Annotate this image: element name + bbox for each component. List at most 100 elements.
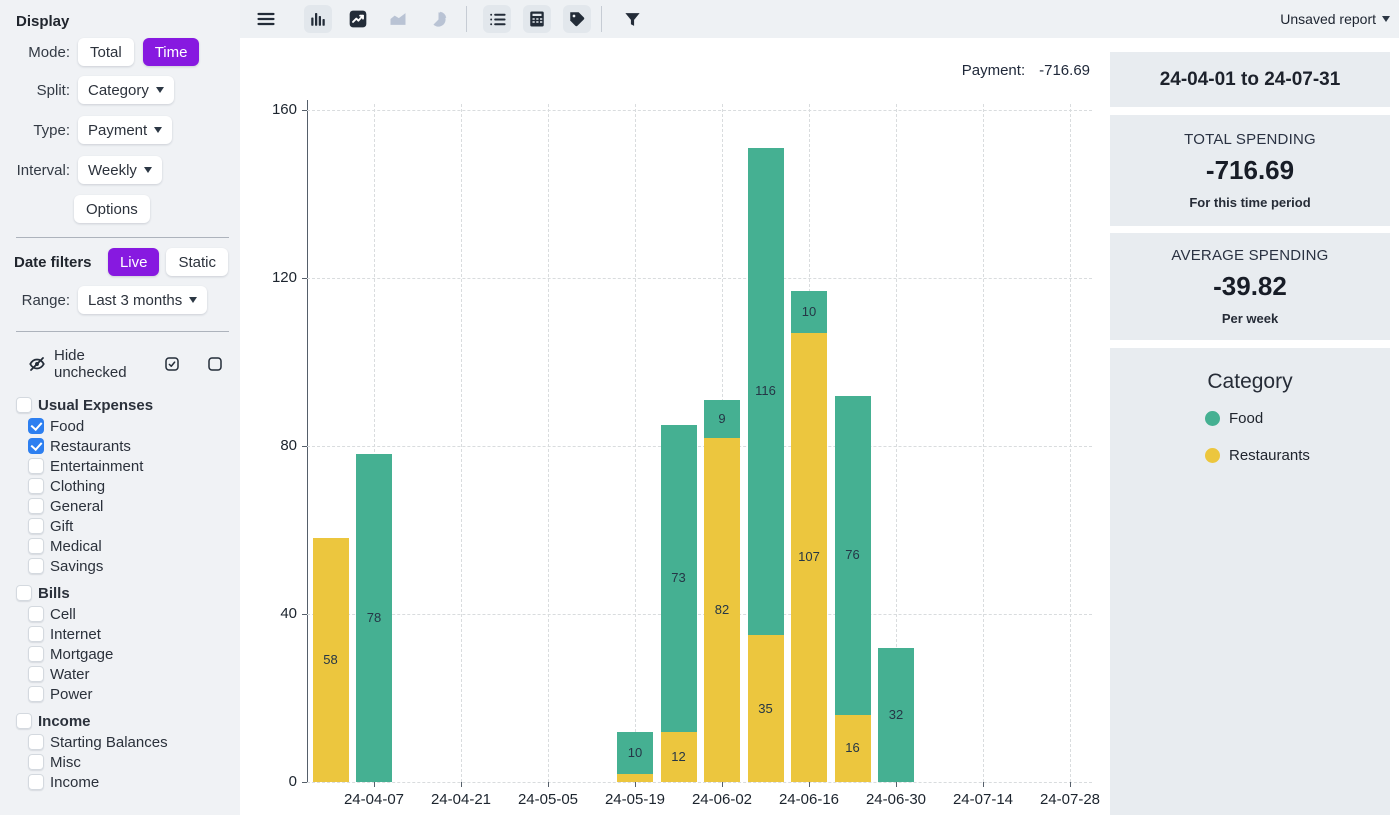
item-checkbox[interactable] [28,754,44,770]
group-checkbox[interactable] [16,713,32,729]
category-item-internet[interactable]: Internet [0,624,240,644]
item-checkbox[interactable] [28,686,44,702]
category-item-starting-balances[interactable]: Starting Balances [0,732,240,752]
left-sidebar: Display Mode: Total Time Split: Category… [0,0,240,815]
bar-segment-24-05-26-food[interactable]: 73 [660,425,697,732]
type-dropdown[interactable]: Payment [78,116,173,144]
range-dropdown[interactable]: Last 3 months [78,286,208,314]
y-tick-label: 80 [280,437,297,454]
bar-segment-24-06-16-restaurants[interactable]: 107 [791,332,827,782]
select-all-icon[interactable] [163,354,182,374]
category-group-usual-expenses[interactable]: Usual Expenses [0,394,240,416]
category-item-mortgage[interactable]: Mortgage [0,644,240,664]
item-checkbox[interactable] [28,498,44,514]
filter-icon[interactable] [618,5,646,33]
item-checkbox[interactable] [28,558,44,574]
legend-dot [1205,448,1220,463]
item-checkbox[interactable] [28,478,44,494]
category-item-general[interactable]: General [0,496,240,516]
bar-value-label: 9 [718,410,726,426]
group-checkbox[interactable] [16,397,32,413]
category-item-misc[interactable]: Misc [0,752,240,772]
legend-list: Food Restaurants [1110,410,1390,464]
group-label: Income [38,712,91,730]
category-item-income[interactable]: Income [0,772,240,792]
date-static-button[interactable]: Static [166,248,228,276]
split-dropdown[interactable]: Category [78,76,174,104]
category-group-income[interactable]: Income [0,710,240,732]
category-item-power[interactable]: Power [0,684,240,704]
bar-segment-24-05-19-restaurants[interactable] [617,773,653,782]
chevron-down-icon [154,127,163,133]
category-item-clothing[interactable]: Clothing [0,476,240,496]
group-checkbox[interactable] [16,585,32,601]
item-label: Entertainment [50,457,144,475]
date-live-button[interactable]: Live [107,248,160,276]
legend-box: Category Food Restaurants [1110,348,1390,815]
category-item-food[interactable]: Food [0,416,240,436]
menu-icon[interactable] [252,5,280,33]
legend-label: Restaurants [1229,447,1310,464]
deselect-all-icon[interactable] [205,354,224,374]
category-group-bills[interactable]: Bills [0,582,240,604]
item-checkbox[interactable] [28,626,44,642]
bar-value-label: 82 [714,601,730,617]
category-item-gift[interactable]: Gift [0,516,240,536]
item-checkbox[interactable] [28,666,44,682]
bar-segment-24-06-30-food[interactable]: 32 [878,647,914,782]
item-label: Internet [50,625,101,643]
bar-chart-icon[interactable] [304,5,332,33]
options-button[interactable]: Options [74,195,150,223]
item-checkbox[interactable] [28,458,44,474]
bar-segment-24-06-02-restaurants[interactable]: 82 [704,437,740,782]
category-item-savings[interactable]: Savings [0,556,240,576]
gridline [307,614,1092,615]
group-label: Bills [38,584,70,602]
item-checkbox[interactable] [28,418,44,434]
line-chart-icon[interactable] [344,5,372,33]
tag-icon[interactable] [563,5,591,33]
bar-segment-24-06-02-food[interactable]: 9 [704,399,740,438]
bar-segment-24-06-16-food[interactable]: 10 [791,290,827,333]
summary-panel: 24-04-01 to 24-07-31 TOTAL SPENDING -716… [1110,38,1399,815]
category-item-medical[interactable]: Medical [0,536,240,556]
mode-time-button[interactable]: Time [142,38,200,66]
bar-segment-24-03-31-restaurants[interactable]: 58 [312,538,349,782]
y-tick [302,614,307,615]
report-menu[interactable]: Unsaved report [1280,11,1390,27]
chart-total-label: Payment: [961,62,1026,79]
item-checkbox[interactable] [28,518,44,534]
x-tick-label: 24-04-21 [430,791,492,808]
item-checkbox[interactable] [28,646,44,662]
type-value: Payment [88,121,148,139]
bar-segment-24-05-19-food[interactable]: 10 [617,731,653,774]
bar-value-label: 32 [888,706,904,722]
bar-segment-24-06-09-food[interactable]: 116 [747,147,784,635]
bar-segment-24-06-23-restaurants[interactable]: 16 [834,714,871,782]
item-checkbox[interactable] [28,538,44,554]
pie-chart-icon[interactable] [424,5,452,33]
hide-unchecked-label[interactable]: Hide unchecked [54,347,127,381]
bar-segment-24-05-26-restaurants[interactable]: 12 [660,731,697,782]
bar-value-label: 107 [798,549,820,565]
interval-dropdown[interactable]: Weekly [78,156,162,184]
item-checkbox[interactable] [28,734,44,750]
category-item-entertainment[interactable]: Entertainment [0,456,240,476]
x-tick [809,782,810,787]
average-spending-title: AVERAGE SPENDING [1171,247,1329,264]
chart-area: Payment: -716.69 0 40 80 120 160 24-04-07 24-04… [240,38,1110,815]
category-item-cell[interactable]: Cell [0,604,240,624]
category-item-restaurants[interactable]: Restaurants [0,436,240,456]
category-item-water[interactable]: Water [0,664,240,684]
bar-segment-24-06-09-restaurants[interactable]: 35 [747,635,784,782]
item-checkbox[interactable] [28,438,44,454]
total-spending-title: TOTAL SPENDING [1184,131,1316,148]
mode-total-button[interactable]: Total [78,38,134,66]
bar-segment-24-06-23-food[interactable]: 76 [834,395,871,715]
bar-segment-24-04-07-food[interactable]: 78 [356,454,392,782]
area-chart-icon[interactable] [384,5,412,33]
item-checkbox[interactable] [28,606,44,622]
item-checkbox[interactable] [28,774,44,790]
list-icon[interactable] [483,5,511,33]
calculator-icon[interactable] [523,5,551,33]
